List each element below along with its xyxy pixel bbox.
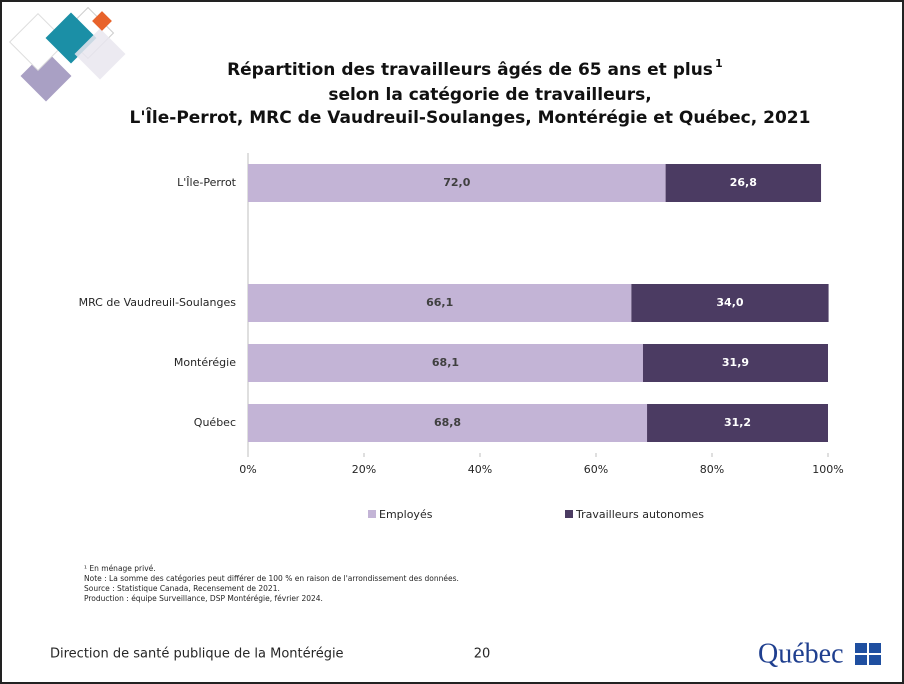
deco-diamond (74, 28, 126, 80)
x-tick-label: 0% (239, 463, 256, 476)
footnote: Source : Statistique Canada, Recensement… (84, 584, 280, 593)
data-label: 72,0 (443, 176, 470, 189)
bar-segment (665, 164, 822, 202)
chart-title: L'Île-Perrot, MRC de Vaudreuil-Soulanges… (130, 106, 811, 128)
data-label: 66,1 (426, 296, 453, 309)
data-label: 26,8 (730, 176, 757, 189)
legend-label: Travailleurs autonomes (575, 508, 704, 521)
bar-segment (248, 344, 643, 382)
data-label: 31,2 (724, 416, 751, 429)
legend-swatch (368, 510, 376, 518)
x-tick-label: 60% (584, 463, 608, 476)
data-label: 31,9 (722, 356, 749, 369)
x-tick-label: 40% (468, 463, 492, 476)
footnotes: ¹ En ménage privé.Note : La somme des ca… (84, 564, 459, 603)
footnote: Note : La somme des catégories peut diff… (84, 574, 459, 583)
x-tick-label: 100% (812, 463, 843, 476)
logo-flag (855, 643, 881, 665)
data-label: 68,1 (432, 356, 459, 369)
flag-square (869, 643, 881, 653)
bar-segment (248, 404, 648, 442)
logo-text: Québec (758, 638, 844, 669)
legend-label: Employés (379, 508, 433, 521)
chart-title: Répartition des travailleurs âgés de 65 … (227, 60, 713, 80)
footnote: ¹ En ménage privé. (84, 564, 156, 573)
x-tick-label: 80% (700, 463, 724, 476)
title-note-marker: 1 (715, 57, 723, 70)
bar-segment (631, 284, 829, 322)
y-tick-label: Montérégie (174, 356, 236, 369)
x-tick-label: 20% (352, 463, 376, 476)
footnote: Production : équipe Surveillance, DSP Mo… (84, 594, 323, 603)
flag-square (855, 643, 867, 653)
data-label: 34,0 (716, 296, 743, 309)
y-tick-label: MRC de Vaudreuil-Soulanges (79, 296, 237, 309)
flag-square (855, 655, 867, 665)
bar-segment (642, 344, 828, 382)
y-tick-label: Québec (194, 416, 236, 429)
decoration (9, 6, 126, 102)
deco-diamond (9, 13, 67, 71)
chart-title: selon la catégorie de travailleurs, (328, 85, 651, 105)
bar-segment (248, 284, 632, 322)
legend-swatch (565, 510, 573, 518)
footer-organization: Direction de santé publique de la Montér… (50, 647, 344, 662)
flag-square (869, 655, 881, 665)
page-number: 20 (474, 647, 491, 662)
deco-diamond (92, 11, 112, 31)
plot: 0% 20% 40% 60% 80% 100% L'Île-Perrot 72,0 26,8 MR… (79, 164, 844, 521)
data-label: 68,8 (434, 416, 461, 429)
y-tick-label: L'Île-Perrot (177, 176, 237, 189)
bar-segment (647, 404, 828, 442)
bar-segment (248, 164, 666, 202)
